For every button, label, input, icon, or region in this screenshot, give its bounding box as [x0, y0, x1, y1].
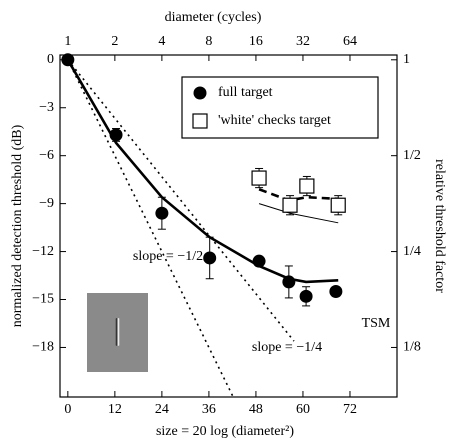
- model-line: [258, 203, 339, 224]
- data-point: [61, 53, 75, 67]
- x2-tick-label: 1: [64, 34, 71, 49]
- data-point: [299, 289, 313, 303]
- y-tick-label: −9: [39, 196, 54, 211]
- x-tick-label: 24: [155, 402, 169, 417]
- legend-marker: [192, 113, 208, 129]
- x-tick-label: 0: [64, 402, 71, 417]
- model-line: [67, 59, 295, 342]
- data-point: [155, 206, 169, 220]
- data-point: [282, 275, 296, 289]
- x-tick-label: 60: [296, 402, 310, 417]
- x2-tick-label: 16: [249, 34, 263, 49]
- legend-label: full target: [218, 85, 273, 100]
- y-tick-label: −3: [39, 100, 54, 115]
- x-tick-label: 36: [202, 402, 216, 417]
- data-point: [252, 254, 266, 268]
- x-tick-label: 12: [108, 402, 122, 417]
- annotation: slope = −1/4: [252, 340, 322, 355]
- legend-label: 'white' checks target: [218, 113, 331, 128]
- y2-tick-label: 1: [403, 52, 410, 67]
- data-point: [329, 285, 343, 299]
- y-axis-label: normalized detection threshold (dB): [10, 124, 25, 327]
- y2-axis-label: relative threshold factor: [432, 159, 447, 293]
- plot-frame: [59, 54, 398, 398]
- data-point: [251, 170, 267, 186]
- y2-tick-label: 1/2: [403, 148, 421, 163]
- inset-stimulus: [87, 293, 148, 372]
- x-axis-label: size = 20 log (diameter²): [156, 424, 294, 439]
- y-tick-label: −15: [32, 292, 54, 307]
- y-tick-label: −18: [32, 340, 54, 355]
- model-line: [258, 188, 339, 202]
- x-tick-label: 72: [343, 402, 357, 417]
- x-tick-label: 48: [249, 402, 263, 417]
- data-point: [109, 128, 123, 142]
- x2-tick-label: 8: [205, 34, 212, 49]
- annotation: TSM: [362, 316, 391, 331]
- data-point: [299, 178, 315, 194]
- y-tick-label: −6: [39, 148, 54, 163]
- y-tick-label: −12: [32, 244, 54, 259]
- y2-tick-label: 1/8: [403, 340, 421, 355]
- model-line: [67, 59, 234, 398]
- y2-tick-label: 1/4: [403, 244, 421, 259]
- model-line: [66, 59, 339, 284]
- data-point: [330, 197, 346, 213]
- x2-tick-label: 4: [158, 34, 165, 49]
- y-tick-label: 0: [47, 52, 54, 67]
- legend-marker: [193, 86, 207, 100]
- x2-tick-label: 32: [296, 34, 310, 49]
- x2-tick-label: 64: [343, 34, 357, 49]
- annotation: slope = −1/2: [133, 249, 203, 264]
- legend-box: [181, 76, 379, 139]
- data-point: [203, 251, 217, 265]
- x2-axis-label: diameter (cycles): [165, 10, 262, 25]
- data-point: [282, 197, 298, 213]
- x2-tick-label: 2: [111, 34, 118, 49]
